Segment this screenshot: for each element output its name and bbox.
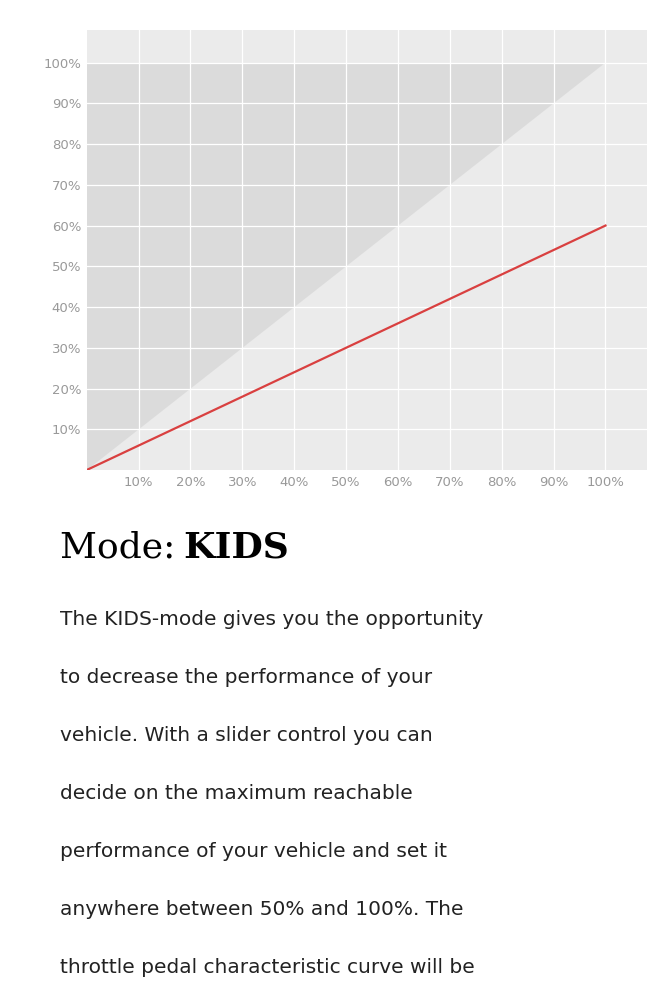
Text: KIDS: KIDS: [183, 530, 289, 564]
Polygon shape: [87, 63, 606, 470]
Text: vehicle. With a slider control you can: vehicle. With a slider control you can: [60, 726, 433, 745]
Text: The KIDS-mode gives you the opportunity: The KIDS-mode gives you the opportunity: [60, 610, 484, 629]
Text: throttle pedal characteristic curve will be: throttle pedal characteristic curve will…: [60, 958, 475, 977]
Text: decide on the maximum reachable: decide on the maximum reachable: [60, 784, 413, 803]
Text: Mode:: Mode:: [60, 530, 187, 564]
Text: performance of your vehicle and set it: performance of your vehicle and set it: [60, 842, 447, 861]
Text: to decrease the performance of your: to decrease the performance of your: [60, 668, 432, 687]
Text: anywhere between 50% and 100%. The: anywhere between 50% and 100%. The: [60, 900, 464, 919]
